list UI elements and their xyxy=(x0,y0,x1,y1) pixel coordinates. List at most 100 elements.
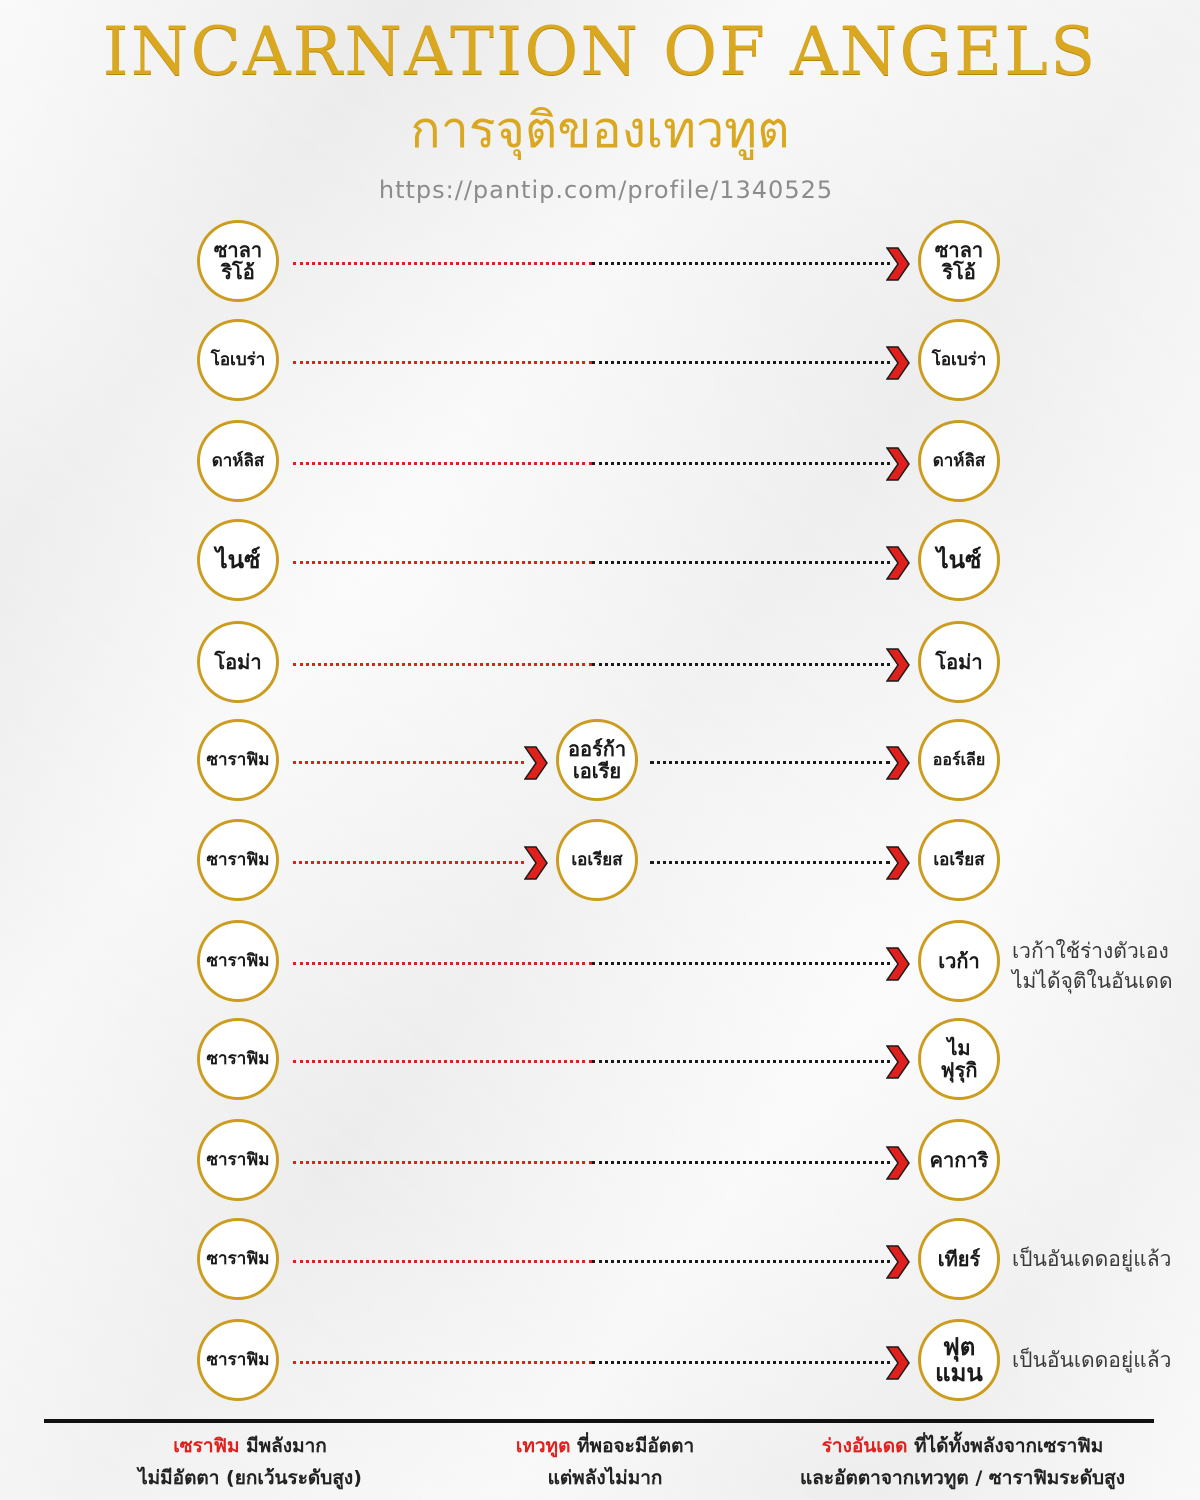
incarnation-row: ดาห์ลิส ดาห์ลิส xyxy=(0,418,1200,508)
arrow-chevron-icon xyxy=(885,247,910,281)
origin-node-label: ไนซ์ xyxy=(215,545,261,574)
origin-node-label: ซาราฟิม xyxy=(206,1349,270,1370)
origin-node-label: โอเบร่า xyxy=(210,349,266,370)
origin-node: โอเบร่า xyxy=(197,319,279,401)
origin-node-label: ซาราฟิม xyxy=(206,1048,270,1069)
incarnation-row: ซาราฟิม เอเรียส เอเรียส xyxy=(0,817,1200,907)
incarnation-node-label: ดาห์ลิส xyxy=(932,450,986,471)
incarnation-node: โอเบร่า xyxy=(918,319,1000,401)
red-dotted-connector xyxy=(293,561,592,564)
legend-angel-line2: แต่พลังไม่มาก xyxy=(547,1467,663,1489)
incarnation-node: ไนซ์ xyxy=(918,519,1000,601)
origin-node: ดาห์ลิส xyxy=(197,420,279,502)
incarnation-row: ซาราฟิม คาการิ xyxy=(0,1117,1200,1207)
arrow-chevron-icon xyxy=(885,1146,910,1180)
black-dotted-connector xyxy=(592,1060,890,1063)
legend-undead-line2: และอัตตาจากเทวทูต / ซาราฟิมระดับสูง xyxy=(800,1467,1125,1489)
arrow-chevron-icon xyxy=(885,1045,910,1079)
origin-node-label: ซาราฟิม xyxy=(206,749,270,770)
black-dotted-connector xyxy=(592,1361,890,1364)
incarnation-node: ฟุต แมน xyxy=(918,1319,1000,1401)
red-dotted-connector xyxy=(293,361,592,364)
source-url: https://pantip.com/profile/1340525 xyxy=(378,176,834,204)
row-note: เป็นอันเดดอยู่แล้ว xyxy=(1012,1348,1172,1372)
row-note: เป็นอันเดดอยู่แล้ว xyxy=(1012,1247,1172,1271)
arrow-chevron-icon xyxy=(885,846,910,880)
incarnation-row: ซาราฟิม ออร์ก้า เอเรีย ออร์เลีย xyxy=(0,717,1200,807)
incarnation-node: คาการิ xyxy=(918,1119,1000,1201)
legend-angel: เทวทูต ที่พอจะมีอัตตา แต่พลังไม่มาก xyxy=(455,1430,755,1494)
legend-seraphim-desc: มีพลังมาก xyxy=(239,1435,327,1457)
origin-node: โอม่า xyxy=(197,621,279,703)
origin-node: ซาราฟิม xyxy=(197,819,279,901)
legend-angel-desc: ที่พอจะมีอัตตา xyxy=(570,1435,695,1457)
intermediate-node: เอเรียส xyxy=(556,819,638,901)
origin-node-label: ซาลา ริโอ้ xyxy=(213,238,263,284)
incarnation-row: โอเบร่า โอเบร่า xyxy=(0,317,1200,407)
origin-node-label: ซาราฟิม xyxy=(206,1248,270,1269)
origin-node-label: ซาราฟิม xyxy=(206,950,270,971)
red-dotted-connector xyxy=(293,1361,592,1364)
incarnation-node: เทียร์ xyxy=(918,1218,1000,1300)
red-dotted-connector xyxy=(293,1161,592,1164)
black-dotted-connector xyxy=(650,761,890,764)
incarnation-node: ดาห์ลิส xyxy=(918,420,1000,502)
red-dotted-connector xyxy=(293,1260,592,1263)
incarnation-node-label: ออร์เลีย xyxy=(932,750,986,770)
page-subtitle: การจุติของเทวทูต xyxy=(410,101,790,159)
arrow-chevron-icon xyxy=(885,546,910,580)
red-dotted-connector xyxy=(293,761,524,764)
arrow-chevron-icon xyxy=(885,346,910,380)
arrow-chevron-icon xyxy=(523,746,548,780)
legend-undead-desc: ที่ได้ทั้งพลังจากเซราฟิม xyxy=(907,1435,1104,1457)
incarnation-node: ซาลา ริโอ้ xyxy=(918,220,1000,302)
incarnation-row: โอม่า โอม่า xyxy=(0,619,1200,709)
origin-node: ไนซ์ xyxy=(197,519,279,601)
arrow-chevron-icon xyxy=(885,1346,910,1380)
black-dotted-connector xyxy=(592,262,890,265)
legend-seraphim: เซราฟิม มีพลังมาก ไม่มีอัตตา (ยกเว้นระดั… xyxy=(60,1430,440,1494)
incarnation-node: ไม ฟุรุกิ xyxy=(918,1018,1000,1100)
incarnation-node-label: เทียร์ xyxy=(937,1247,981,1271)
arrow-chevron-icon xyxy=(885,447,910,481)
incarnation-row: ซาราฟิม ไม ฟุรุกิ xyxy=(0,1016,1200,1106)
incarnation-node-label: ซาลา ริโอ้ xyxy=(934,238,984,284)
incarnation-node: เวก้า xyxy=(918,920,1000,1002)
black-dotted-connector xyxy=(592,561,890,564)
arrow-chevron-icon xyxy=(523,846,548,880)
legend-seraphim-term: เซราฟิม xyxy=(173,1435,240,1457)
arrow-chevron-icon xyxy=(885,1245,910,1279)
row-note: เวก้าใช้ร่างตัวเอง ไม่ได้จุติในอันเดด xyxy=(1012,939,1173,993)
origin-node: ซาลา ริโอ้ xyxy=(197,220,279,302)
red-dotted-connector xyxy=(293,861,524,864)
incarnation-node-label: ไนซ์ xyxy=(936,545,982,574)
incarnation-row: ซาลา ริโอ้ ซาลา ริโอ้ xyxy=(0,218,1200,308)
black-dotted-connector xyxy=(592,361,890,364)
red-dotted-connector xyxy=(293,663,592,666)
origin-node-label: ซาราฟิม xyxy=(206,849,270,870)
legend-angel-term: เทวทูต xyxy=(515,1435,571,1457)
incarnation-node-label: เวก้า xyxy=(938,949,980,973)
black-dotted-connector xyxy=(592,962,890,965)
origin-node: ซาราฟิม xyxy=(197,1018,279,1100)
incarnation-node-label: เอเรียส xyxy=(933,849,985,870)
origin-node: ซาราฟิม xyxy=(197,719,279,801)
incarnation-node: ออร์เลีย xyxy=(918,719,1000,801)
incarnation-node-label: ฟุต แมน xyxy=(935,1332,983,1387)
black-dotted-connector xyxy=(592,462,890,465)
incarnation-row: ไนซ์ ไนซ์ xyxy=(0,517,1200,607)
incarnation-node: โอม่า xyxy=(918,621,1000,703)
red-dotted-connector xyxy=(293,962,592,965)
incarnation-row: ซาราฟิม เทียร์ เป็นอันเดดอยู่แล้ว xyxy=(0,1216,1200,1306)
red-dotted-connector xyxy=(293,1060,592,1063)
origin-node-label: โอม่า xyxy=(214,650,262,674)
legend-seraphim-line2: ไม่มีอัตตา (ยกเว้นระดับสูง) xyxy=(138,1467,362,1489)
intermediate-node-label: เอเรียส xyxy=(571,849,623,870)
incarnation-node-label: คาการิ xyxy=(929,1148,989,1172)
intermediate-node: ออร์ก้า เอเรีย xyxy=(556,719,638,801)
red-dotted-connector xyxy=(293,262,592,265)
black-dotted-connector xyxy=(592,1260,890,1263)
incarnation-node-label: โอเบร่า xyxy=(931,349,987,370)
legend-undead: ร่างอันเดด ที่ได้ทั้งพลังจากเซราฟิม และอ… xyxy=(740,1430,1185,1494)
black-dotted-connector xyxy=(650,861,890,864)
